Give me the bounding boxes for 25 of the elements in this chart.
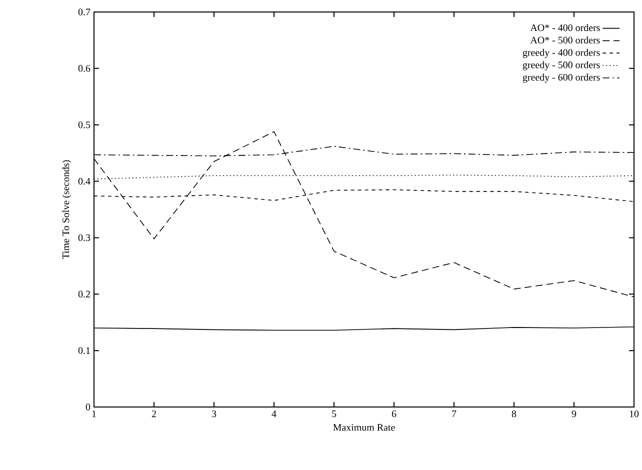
y-tick-label: 0.7 xyxy=(78,8,90,16)
x-tick-label: 1 xyxy=(92,410,96,418)
legend-label: AO* - 400 orders xyxy=(530,24,600,32)
y-tick-label: 0 xyxy=(86,404,90,410)
x-tick-label: 5 xyxy=(332,410,336,418)
y-tick-label: 0.2 xyxy=(78,290,90,298)
x-tick-label: 7 xyxy=(452,410,456,418)
legend-label: AO* - 500 orders xyxy=(530,36,600,44)
y-axis-title: Time To Solve (seconds) xyxy=(62,160,72,260)
x-tick-label: 8 xyxy=(512,410,516,418)
y-tick-label: 0.4 xyxy=(78,178,90,185)
x-tick-label: 6 xyxy=(392,410,396,418)
y-tick-label: 0.5 xyxy=(78,121,90,128)
legend-label: greedy - 400 orders xyxy=(522,48,600,58)
x-axis-title: Maximum Rate xyxy=(333,424,395,431)
x-tick-label: 2 xyxy=(152,410,156,418)
y-tick-label: 0.3 xyxy=(78,234,90,242)
x-tick-label: 3 xyxy=(212,410,216,418)
x-tick-label: 4 xyxy=(272,410,276,418)
y-tick-label: 0.6 xyxy=(78,65,90,72)
legend-label: greedy - 600 orders xyxy=(522,74,600,83)
legend-label: greedy - 500 orders xyxy=(522,61,600,70)
y-tick-label: 0.1 xyxy=(78,347,90,354)
x-tick-label: 10 xyxy=(630,410,639,418)
x-tick-label: 9 xyxy=(572,410,576,418)
